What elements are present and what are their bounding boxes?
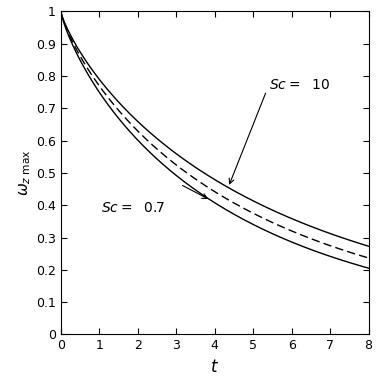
Text: $Sc=\ \ 0.7$: $Sc=\ \ 0.7$ — [101, 201, 165, 215]
Y-axis label: $\omega_{z\ \mathrm{max}}$: $\omega_{z\ \mathrm{max}}$ — [17, 150, 33, 196]
Text: $Sc=\ \ 10$: $Sc=\ \ 10$ — [269, 78, 331, 92]
X-axis label: $t$: $t$ — [210, 358, 219, 376]
